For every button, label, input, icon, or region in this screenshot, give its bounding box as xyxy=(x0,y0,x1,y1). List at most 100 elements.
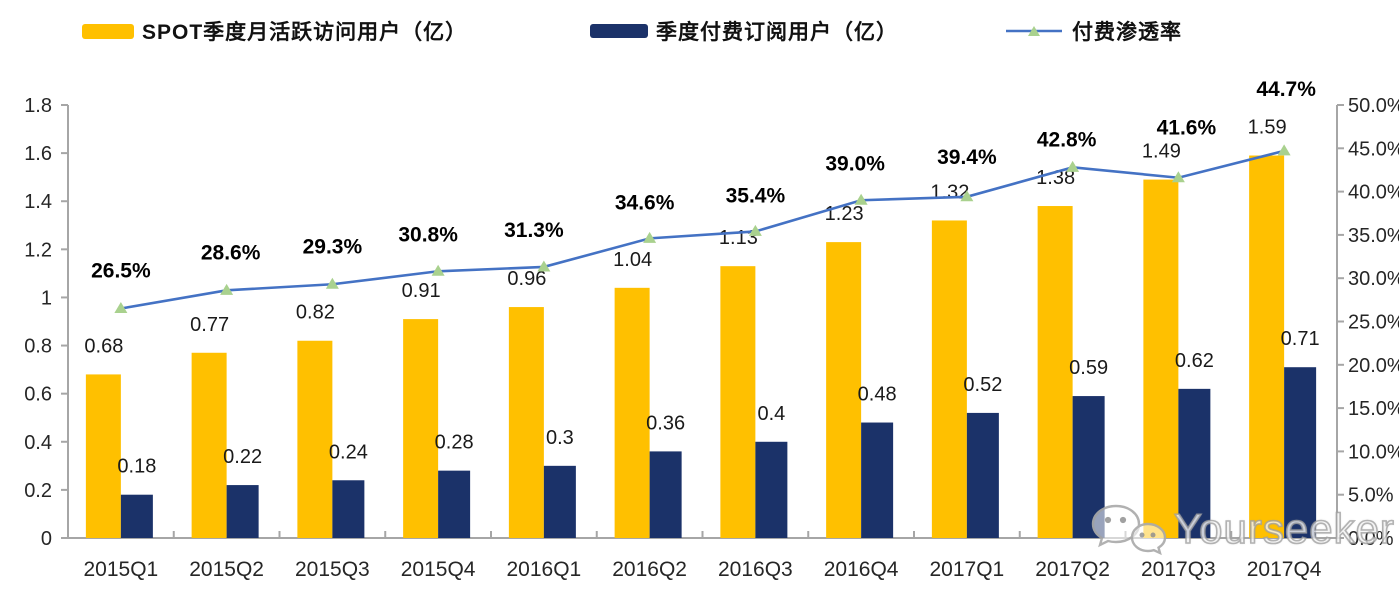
left-axis-label: 1.8 xyxy=(24,95,52,117)
right-axis-label: 35.0% xyxy=(1348,225,1399,247)
right-axis-label: 30.0% xyxy=(1348,268,1399,290)
penetration-label: 39.0% xyxy=(825,152,885,175)
subs-value-label: 0.71 xyxy=(1281,328,1320,350)
mau-bar xyxy=(191,352,227,538)
mau-bar xyxy=(403,319,439,538)
legend-item-subs: 季度付费订阅用户（亿） xyxy=(590,18,898,44)
x-axis-label: 2017Q3 xyxy=(1141,558,1216,581)
x-axis-label: 2016Q4 xyxy=(824,558,899,581)
right-axis-label: 20.0% xyxy=(1348,355,1399,377)
subs-bar xyxy=(861,422,894,538)
mau-value-label: 1.38 xyxy=(1036,167,1075,189)
x-axis-label: 2015Q3 xyxy=(295,558,370,581)
penetration-marker-icon xyxy=(431,264,445,276)
mau-bar xyxy=(1037,206,1073,539)
legend-item-penetration: 付费渗透率 xyxy=(1004,18,1182,44)
subs-value-label: 0.24 xyxy=(329,441,368,463)
x-axis-label: 2017Q1 xyxy=(930,558,1005,581)
left-axis-label: 0.2 xyxy=(24,480,52,502)
mau-value-label: 1.59 xyxy=(1248,117,1287,139)
mau-legend-swatch-icon xyxy=(82,23,134,39)
left-axis-label: 1.6 xyxy=(24,143,52,165)
penetration-label: 41.6% xyxy=(1157,117,1217,140)
subs-value-label: 0.18 xyxy=(117,456,156,478)
left-axis-label: 1.4 xyxy=(24,191,52,213)
subs-bar xyxy=(1178,388,1211,538)
x-axis-label: 2015Q4 xyxy=(401,558,476,581)
subs-value-label: 0.52 xyxy=(963,374,1002,396)
penetration-legend-marker-icon xyxy=(1006,26,1062,36)
penetration-label: 34.6% xyxy=(615,191,675,214)
penetration-legend-label: 付费渗透率 xyxy=(1072,21,1182,44)
penetration-marker-icon xyxy=(748,224,762,236)
subs-value-label: 0.3 xyxy=(546,427,574,449)
penetration-label: 39.4% xyxy=(937,146,997,169)
penetration-marker-icon xyxy=(854,193,868,205)
right-axis-label: 0.0% xyxy=(1348,528,1394,550)
left-axis-label: 0.8 xyxy=(24,336,52,358)
penetration-label: 35.4% xyxy=(726,184,786,207)
mau-bar xyxy=(826,242,862,538)
penetration-marker-icon xyxy=(325,277,339,289)
subs-bar xyxy=(1072,396,1105,538)
x-axis-label: 2015Q1 xyxy=(84,558,159,581)
penetration-label: 31.3% xyxy=(504,219,564,242)
subs-value-label: 0.48 xyxy=(858,384,897,406)
right-axis-label: 5.0% xyxy=(1348,485,1394,507)
right-axis-label: 50.0% xyxy=(1348,95,1399,117)
mau-bar xyxy=(720,266,756,538)
penetration-label: 30.8% xyxy=(398,223,458,246)
penetration-marker-icon xyxy=(220,283,234,295)
right-axis-label: 10.0% xyxy=(1348,441,1399,463)
subs-bar xyxy=(438,470,471,538)
left-axis-label: 1.2 xyxy=(24,239,52,261)
mau-legend-label: SPOT季度月活跃访问用户（亿） xyxy=(142,21,468,44)
penetration-marker-icon xyxy=(1277,144,1291,156)
mau-value-label: 1.04 xyxy=(613,249,652,271)
x-axis-label: 2016Q1 xyxy=(507,558,582,581)
subs-bar xyxy=(226,485,259,538)
right-axis-label: 25.0% xyxy=(1348,312,1399,334)
mau-value-label: 0.91 xyxy=(402,280,441,302)
penetration-line xyxy=(120,149,1285,310)
penetration-marker-icon xyxy=(1066,160,1080,172)
penetration-marker-icon xyxy=(1171,171,1185,183)
x-axis-label: 2016Q2 xyxy=(612,558,687,581)
mau-value-label: 0.68 xyxy=(84,335,123,357)
subs-legend-swatch-icon xyxy=(590,24,648,38)
penetration-marker-icon xyxy=(537,260,551,272)
penetration-marker-icon xyxy=(114,302,128,314)
subs-value-label: 0.62 xyxy=(1175,350,1214,372)
subs-bar xyxy=(120,494,153,538)
mau-bar xyxy=(297,340,333,538)
mau-bar xyxy=(508,307,544,538)
penetration-label: 28.6% xyxy=(201,241,261,264)
left-axis-label: 0 xyxy=(41,528,52,550)
x-axis-label: 2015Q2 xyxy=(189,558,264,581)
right-axis-label: 45.0% xyxy=(1348,138,1399,160)
penetration-marker-icon xyxy=(643,231,657,243)
subs-bar xyxy=(966,412,999,538)
x-axis-label: 2017Q4 xyxy=(1247,558,1322,581)
subs-bar xyxy=(1284,367,1317,538)
left-axis-label: 0.6 xyxy=(24,384,52,406)
subs-bar xyxy=(332,480,365,538)
x-axis-label: 2017Q2 xyxy=(1035,558,1110,581)
subs-legend-label: 季度付费订阅用户（亿） xyxy=(656,21,898,44)
mau-bar xyxy=(931,220,967,538)
mau-bar xyxy=(1249,155,1285,538)
subs-bar xyxy=(755,441,788,538)
subs-value-label: 0.59 xyxy=(1069,357,1108,379)
right-axis-label: 40.0% xyxy=(1348,182,1399,204)
subs-bar xyxy=(649,451,682,538)
subs-value-label: 0.36 xyxy=(646,412,685,434)
penetration-label: 42.8% xyxy=(1037,128,1097,151)
mau-value-label: 0.77 xyxy=(190,314,229,336)
subs-value-label: 0.28 xyxy=(435,432,474,454)
mau-value-label: 0.96 xyxy=(507,268,546,290)
mau-bar xyxy=(614,287,650,538)
legend-item-mau: SPOT季度月活跃访问用户（亿） xyxy=(82,18,467,44)
penetration-label: 44.7% xyxy=(1256,78,1316,101)
